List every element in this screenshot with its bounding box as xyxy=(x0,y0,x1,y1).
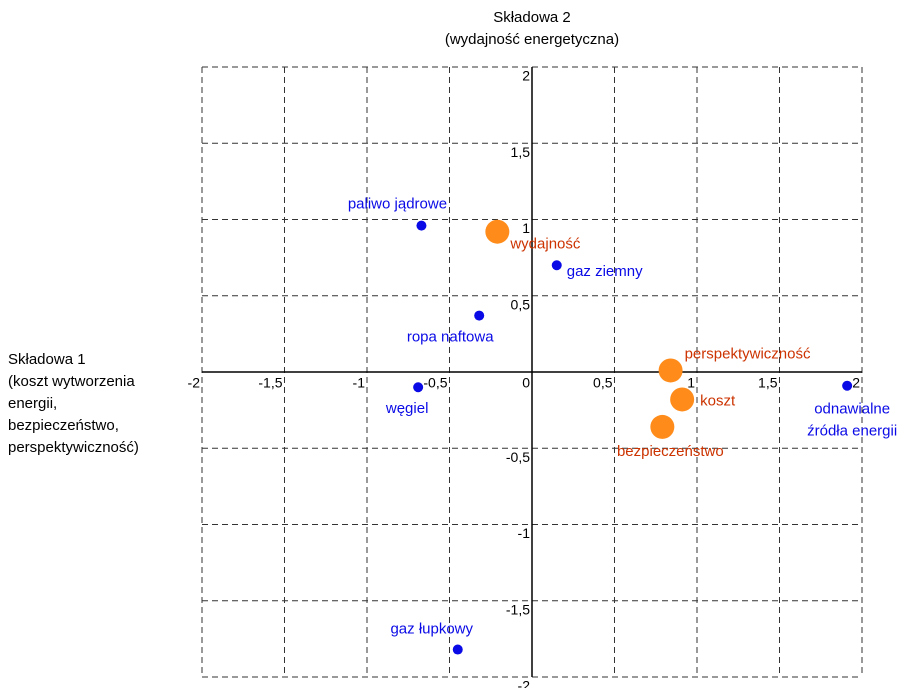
y-tick-label: 2 xyxy=(522,68,530,84)
y-tick-label: -1,5 xyxy=(506,601,530,617)
data-point xyxy=(670,387,695,412)
data-point xyxy=(551,260,562,271)
axis-title: Składowa 2 xyxy=(493,9,571,26)
x-tick-label: 0,5 xyxy=(593,375,613,391)
point-label: ropa naftowa xyxy=(407,329,494,346)
data-point xyxy=(452,644,463,655)
x-tick-label: 1,5 xyxy=(758,375,778,391)
point-label: odnawialne xyxy=(814,401,890,418)
point-label: gaz ziemny xyxy=(567,263,643,280)
data-point xyxy=(416,220,427,231)
y-tick-label: -0,5 xyxy=(506,449,530,465)
data-point xyxy=(658,358,683,383)
data-point xyxy=(842,380,853,391)
point-label: źródła energii xyxy=(807,423,897,440)
y-tick-label: 0,5 xyxy=(511,296,531,312)
axis-label: perspektywiczność) xyxy=(8,439,139,456)
point-label: wydajność xyxy=(509,236,581,253)
axis-title: (wydajność energetyczna) xyxy=(445,31,619,48)
x-tick-label: -1,5 xyxy=(258,375,282,391)
x-tick-label: -0,5 xyxy=(423,375,447,391)
point-label: gaz łupkowy xyxy=(390,621,473,638)
y-tick-label: 1 xyxy=(522,220,530,236)
axis-label: bezpieczeństwo, xyxy=(8,417,119,434)
x-tick-label: 2 xyxy=(852,375,860,391)
y-tick-label: -1 xyxy=(518,525,531,541)
x-tick-label: -1 xyxy=(353,375,366,391)
x-tick-label: -2 xyxy=(188,375,201,391)
x-tick-label: 1 xyxy=(687,375,695,391)
data-point xyxy=(485,219,510,244)
data-point xyxy=(413,382,424,393)
axis-label: Składowa 1 xyxy=(8,351,86,368)
point-label: paliwo jądrowe xyxy=(348,196,447,213)
data-point xyxy=(474,310,485,321)
axis-label: energii, xyxy=(8,395,57,412)
x-tick-label: 0 xyxy=(522,375,530,391)
point-label: bezpieczeństwo xyxy=(617,443,724,460)
point-label: węgiel xyxy=(385,400,429,417)
y-tick-label: -2 xyxy=(518,678,531,688)
point-label: perspektywiczność xyxy=(685,345,811,362)
axis-label: (koszt wytworzenia xyxy=(8,373,135,390)
data-point xyxy=(650,414,675,439)
point-label: koszt xyxy=(700,392,736,409)
y-tick-label: 1,5 xyxy=(511,144,531,160)
